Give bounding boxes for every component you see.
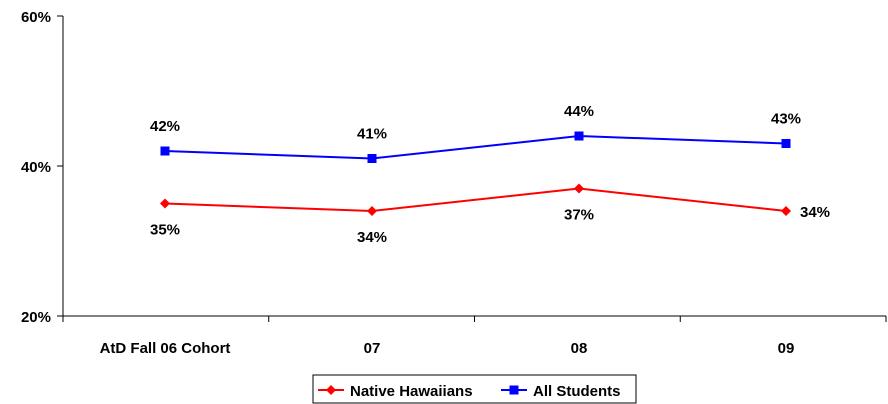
data-point-marker (160, 198, 170, 209)
x-tick-label: 09 (778, 340, 795, 357)
legend-item: All Students (501, 383, 621, 400)
chart-axes (62, 16, 886, 317)
data-point-marker (367, 206, 377, 216)
x-tick-label: 08 (571, 340, 588, 357)
legend-label: Native Hawaiians (350, 383, 473, 400)
series-native-hawaiians: 35% 34% 37% 34% (150, 183, 830, 246)
series-all-students: 42% 41% 44% 43% (150, 103, 801, 163)
legend-marker (326, 385, 336, 395)
series-line (164, 134, 787, 160)
data-label: 34% (800, 204, 830, 221)
legend-item: Native Hawaiians (318, 383, 473, 400)
legend-box (312, 374, 637, 404)
y-tick-label: 60% (21, 9, 51, 26)
data-point-marker (574, 183, 584, 194)
x-axis-ticks: AtD Fall 06 Cohort 07 08 09 (62, 316, 887, 357)
legend: Native Hawaiians All Students (312, 374, 637, 404)
data-label: 37% (564, 207, 594, 224)
series-line (164, 187, 787, 213)
data-point-marker (367, 154, 377, 163)
data-label: 43% (771, 111, 801, 128)
data-label: 34% (357, 229, 387, 246)
data-label: 41% (357, 126, 387, 143)
legend-label: All Students (533, 383, 621, 400)
data-label: 35% (150, 222, 180, 239)
data-label: 42% (150, 118, 180, 135)
series-layer: 35% 34% 37% 34% 42% 41% 44% 43% (150, 103, 830, 246)
data-point-marker (781, 139, 791, 148)
y-tick-label: 40% (21, 159, 51, 176)
x-tick-label: 07 (364, 340, 381, 357)
data-label: 44% (564, 103, 594, 120)
data-point-marker (160, 146, 170, 156)
y-axis-ticks: 20% 40% 60% (21, 9, 63, 326)
x-tick-label: AtD Fall 06 Cohort (100, 340, 231, 357)
legend-marker (509, 385, 519, 395)
data-point-marker (781, 206, 791, 216)
data-point-marker (574, 131, 584, 141)
y-tick-label: 20% (21, 309, 51, 326)
